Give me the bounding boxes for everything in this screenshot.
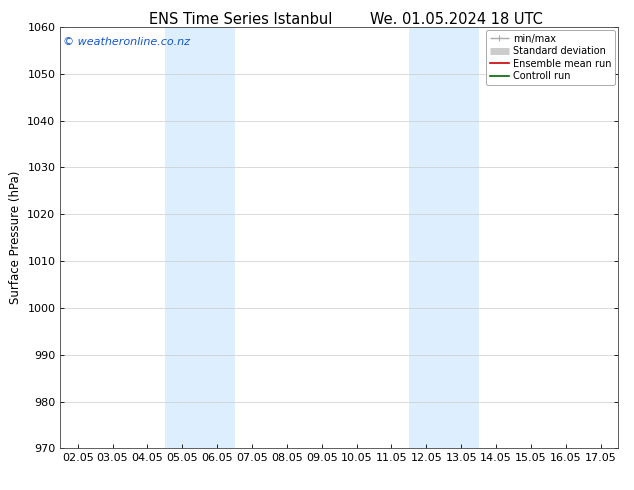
Text: © weatheronline.co.nz: © weatheronline.co.nz: [63, 38, 190, 48]
Text: ENS Time Series Istanbul: ENS Time Series Istanbul: [149, 12, 333, 27]
Bar: [409, 27, 479, 448]
Y-axis label: Surface Pressure (hPa): Surface Pressure (hPa): [9, 171, 22, 304]
Text: We. 01.05.2024 18 UTC: We. 01.05.2024 18 UTC: [370, 12, 543, 27]
Bar: [165, 27, 235, 448]
Legend: min/max, Standard deviation, Ensemble mean run, Controll run: min/max, Standard deviation, Ensemble me…: [486, 30, 615, 85]
